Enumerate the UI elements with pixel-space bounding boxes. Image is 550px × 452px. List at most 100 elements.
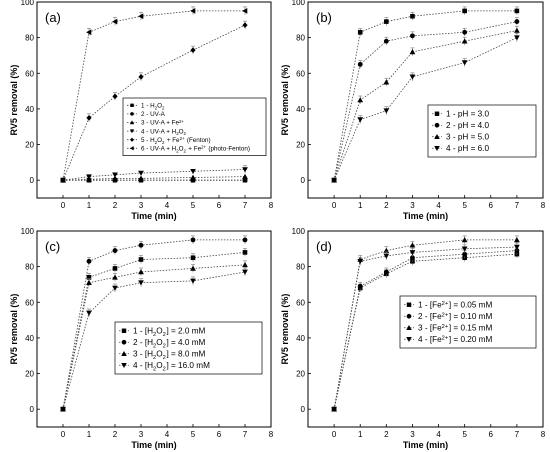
legend-marker bbox=[130, 112, 134, 116]
data-point bbox=[461, 60, 468, 66]
x-tick-label: 5 bbox=[191, 201, 196, 210]
y-tick-label: 60 bbox=[25, 69, 34, 78]
legend-marker bbox=[434, 111, 440, 116]
y-tick-label: 40 bbox=[296, 105, 305, 114]
data-point bbox=[462, 8, 467, 14]
data-point bbox=[462, 29, 468, 35]
x-tick-label: 2 bbox=[384, 201, 389, 210]
data-point bbox=[242, 8, 248, 14]
data-point bbox=[462, 251, 468, 257]
x-tick-label: 2 bbox=[384, 430, 389, 439]
legend-entry: 3 - pH = 5.0 bbox=[446, 133, 489, 142]
y-tick-label: 80 bbox=[25, 34, 34, 43]
legend-entry: 4 - [Fe2+ ] = 0.20 mM bbox=[418, 335, 492, 344]
legend-box bbox=[114, 321, 263, 375]
x-axis-title: Time (min) bbox=[403, 440, 448, 450]
legend: 1 - [H2O2 ] = 2.0 mM2 - [H2O2 ] = 4.0 mM… bbox=[114, 321, 263, 375]
y-tick-label: 0 bbox=[301, 176, 306, 185]
data-point bbox=[190, 237, 196, 243]
x-tick-label: 8 bbox=[541, 201, 546, 210]
legend-marker bbox=[129, 146, 134, 151]
series-line bbox=[62, 251, 246, 410]
y-axis-title: RV5 removal (%) bbox=[9, 65, 19, 136]
data-point bbox=[138, 269, 144, 275]
data-point bbox=[242, 250, 248, 255]
data-point bbox=[357, 29, 363, 35]
series-line bbox=[333, 37, 518, 181]
series-4 bbox=[60, 267, 248, 413]
plot-frame bbox=[307, 1, 544, 199]
x-axis-title: Time (min) bbox=[403, 211, 448, 221]
data-point bbox=[112, 285, 118, 291]
legend-entry: 2 - UV-A bbox=[141, 111, 166, 118]
data-point bbox=[138, 73, 144, 80]
legend-entry: 5 - H2O2 + Fe2+ (Fenton) bbox=[141, 136, 211, 145]
series-line bbox=[333, 250, 517, 410]
y-tick-label: 20 bbox=[296, 370, 305, 379]
x-tick-label: 3 bbox=[139, 201, 144, 210]
legend-marker bbox=[406, 337, 412, 343]
data-point bbox=[60, 177, 66, 184]
data-point bbox=[242, 261, 248, 268]
legend-entry: 2 - pH = 4.0 bbox=[446, 121, 489, 130]
data-point bbox=[242, 269, 248, 275]
x-tick-label: 0 bbox=[332, 430, 337, 439]
x-axis-title: Time (min) bbox=[131, 211, 176, 221]
data-point bbox=[86, 279, 92, 285]
x-tick-label: 3 bbox=[139, 430, 144, 439]
x-tick-label: 7 bbox=[243, 201, 248, 210]
x-tick-label: 5 bbox=[191, 430, 196, 439]
legend-marker bbox=[129, 129, 135, 134]
legend-entry: 2 - [H2O2 ] = 4.0 mM bbox=[133, 338, 206, 350]
data-point bbox=[138, 175, 144, 181]
data-point bbox=[514, 35, 520, 41]
y-tick-label: 60 bbox=[296, 69, 305, 78]
series-line bbox=[62, 24, 246, 181]
data-point bbox=[190, 174, 196, 180]
data-point bbox=[357, 61, 363, 67]
x-tick-label: 5 bbox=[462, 430, 467, 439]
data-point bbox=[331, 406, 337, 413]
y-axis-title: RV5 removal (%) bbox=[280, 65, 290, 136]
plot-frame bbox=[36, 1, 272, 199]
data-point bbox=[514, 27, 520, 33]
y-tick-label: 60 bbox=[296, 298, 305, 307]
series-3 bbox=[331, 26, 520, 183]
x-tick-label: 6 bbox=[217, 201, 222, 210]
x-tick-label: 0 bbox=[332, 201, 337, 210]
data-point bbox=[383, 247, 390, 253]
y-tick-label: 20 bbox=[25, 370, 34, 379]
data-point bbox=[384, 19, 389, 24]
x-tick-label: 2 bbox=[113, 201, 118, 210]
data-point bbox=[112, 274, 118, 280]
data-point bbox=[357, 117, 364, 123]
data-point bbox=[190, 278, 196, 284]
data-point bbox=[190, 255, 196, 261]
data-point bbox=[242, 22, 248, 29]
legend-entry: 3 - UV-A + Fe2+ bbox=[141, 119, 185, 127]
data-point bbox=[409, 242, 416, 248]
legend-entry: 3 - [H2O2 ] = 8.0 mM bbox=[133, 350, 206, 362]
data-point bbox=[383, 269, 389, 275]
series-line bbox=[62, 271, 246, 410]
legend-marker bbox=[130, 137, 134, 142]
data-point bbox=[409, 74, 416, 80]
y-tick-label: 60 bbox=[25, 298, 34, 307]
x-tick-label: 4 bbox=[165, 201, 170, 210]
data-point bbox=[138, 257, 144, 262]
legend-entry: 6 - UV-A + H2O2 + Fe2+ (photo-Fenton) bbox=[141, 145, 250, 154]
legend-marker bbox=[121, 350, 127, 356]
x-tick-label: 3 bbox=[410, 201, 415, 210]
panel-label: (a) bbox=[45, 10, 61, 25]
legend-marker bbox=[130, 103, 134, 108]
y-tick-label: 80 bbox=[296, 263, 305, 272]
y-tick-label: 100 bbox=[292, 0, 306, 7]
x-tick-label: 3 bbox=[410, 430, 415, 439]
x-tick-label: 8 bbox=[269, 430, 274, 439]
legend-box bbox=[427, 104, 537, 158]
x-tick-label: 7 bbox=[243, 430, 248, 439]
data-point bbox=[112, 93, 118, 100]
data-point bbox=[190, 8, 196, 14]
legend-entry: 1 - H2O2 bbox=[141, 103, 165, 111]
